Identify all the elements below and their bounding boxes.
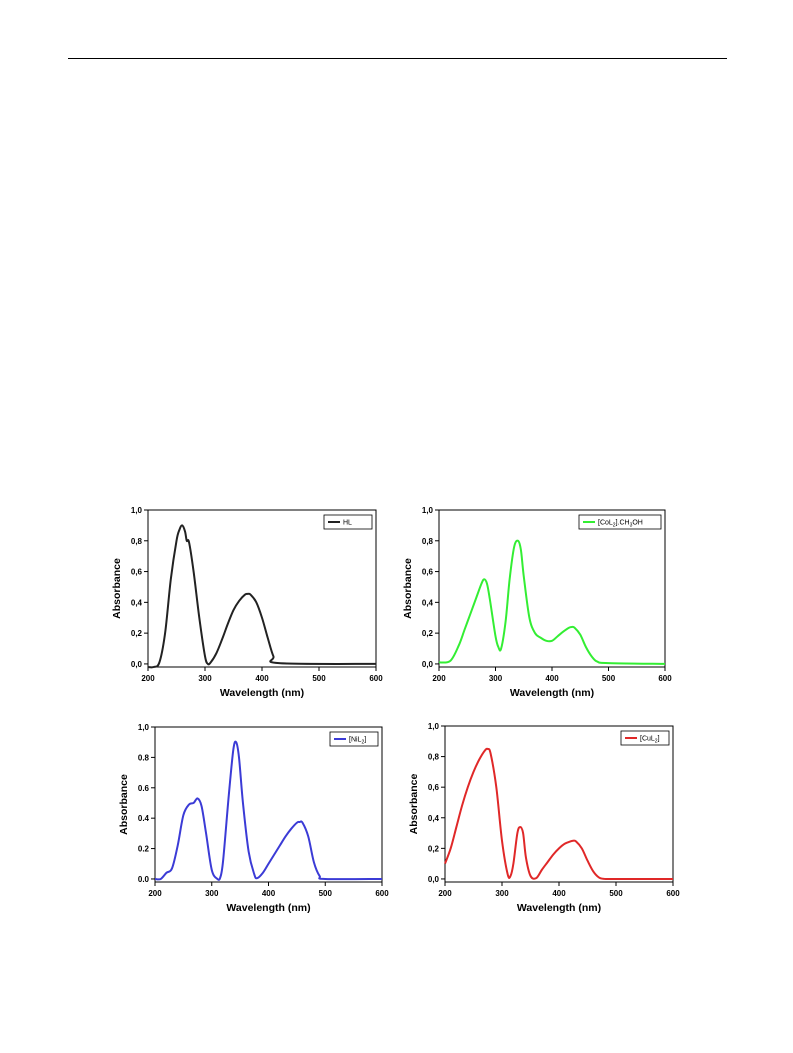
x-tick-label: 200: [141, 674, 155, 683]
legend-label: [NiL2]: [349, 737, 366, 746]
y-tick-label: 1,0: [131, 506, 143, 515]
y-axis-title: Absorbance: [402, 558, 414, 619]
y-tick-label: 1,0: [428, 722, 440, 731]
series-line: [147, 524, 377, 669]
legend-box: [329, 731, 379, 747]
plot-frame: [147, 509, 377, 668]
chart-hl: 0,0 0,2 0,4 0,6 0,8 1,0 200 300 400 500 600 Wavelen…: [111, 506, 383, 699]
y-tick-label: 0,6: [422, 568, 434, 577]
plot-frame: [444, 725, 674, 883]
legend-box: [620, 730, 670, 746]
y-tick-label: 0,2: [428, 844, 440, 853]
x-tick-label: 500: [312, 674, 326, 683]
x-tick-label: 400: [545, 674, 559, 683]
x-tick-label: 500: [602, 674, 616, 683]
y-tick-label: 0.6: [138, 784, 150, 793]
chart-col2: 0,0 0,2 0,4 0,6 0,8 1,0 200 300 400 500 600 Wavelen…: [402, 506, 672, 699]
y-tick-label: 0,8: [428, 753, 440, 762]
y-tick-label: 0.8: [138, 753, 150, 762]
legend-label: [CoL2].CH3OH: [598, 520, 643, 529]
x-axis-title: Wavelength (nm): [226, 902, 310, 914]
x-tick-label: 300: [489, 674, 503, 683]
y-tick-label: 0,8: [131, 537, 143, 546]
x-tick-label: 400: [255, 674, 269, 683]
x-tick-label: 300: [205, 889, 219, 898]
y-tick-label: 0,8: [422, 537, 434, 546]
page-header-rule: [68, 58, 727, 59]
x-tick-label: 300: [198, 674, 212, 683]
y-tick-label: 0,6: [131, 568, 143, 577]
y-tick-label: 0.4: [138, 814, 150, 823]
y-tick-label: 0,6: [428, 783, 440, 792]
y-tick-label: 0,2: [131, 629, 143, 638]
y-tick-label: 1,0: [422, 506, 434, 515]
y-axis-title: Absorbance: [408, 774, 420, 835]
x-tick-label: 300: [495, 889, 509, 898]
x-tick-label: 200: [148, 889, 162, 898]
x-tick-label: 600: [369, 674, 383, 683]
legend-box: [578, 514, 662, 530]
y-tick-label: 0.0: [138, 875, 150, 884]
series-line: [154, 740, 383, 881]
x-axis-title: Wavelength (nm): [510, 687, 594, 699]
y-tick-label: 0,2: [422, 629, 434, 638]
legend-label: [CuL2]: [640, 736, 660, 745]
x-axis-title: Wavelength (nm): [517, 902, 601, 914]
x-tick-label: 200: [438, 889, 452, 898]
series-line: [444, 747, 673, 881]
x-tick-label: 400: [552, 889, 566, 898]
y-tick-label: 0,0: [131, 660, 143, 669]
x-tick-label: 400: [262, 889, 276, 898]
x-tick-label: 500: [609, 889, 623, 898]
y-tick-label: 0.2: [138, 845, 150, 854]
x-tick-label: 600: [658, 674, 672, 683]
plot-frame: [438, 509, 666, 668]
x-tick-label: 600: [666, 889, 680, 898]
y-tick-label: 0,0: [428, 875, 440, 884]
y-tick-label: 0,4: [422, 598, 434, 607]
y-axis-title: Absorbance: [111, 558, 123, 619]
x-tick-label: 600: [375, 889, 389, 898]
chart-cul2: 0,0 0,2 0,4 0,6 0,8 1,0 200 300 400 500 600 Wavelen…: [408, 722, 680, 914]
y-tick-label: 1,0: [138, 723, 150, 732]
chart-nil2: 0.0 0.2 0.4 0.6 0.8 1,0 200 300 400 500 600 Wavelen…: [118, 723, 389, 914]
legend-label: HL: [343, 520, 352, 527]
y-tick-label: 0,4: [131, 598, 143, 607]
y-axis-title: Absorbance: [118, 774, 130, 835]
legend-box: [323, 514, 373, 530]
x-tick-label: 500: [319, 889, 333, 898]
series-line: [438, 539, 666, 665]
x-axis-title: Wavelength (nm): [220, 687, 304, 699]
y-tick-label: 0,0: [422, 660, 434, 669]
x-tick-label: 200: [432, 674, 446, 683]
y-tick-label: 0,4: [428, 814, 440, 823]
